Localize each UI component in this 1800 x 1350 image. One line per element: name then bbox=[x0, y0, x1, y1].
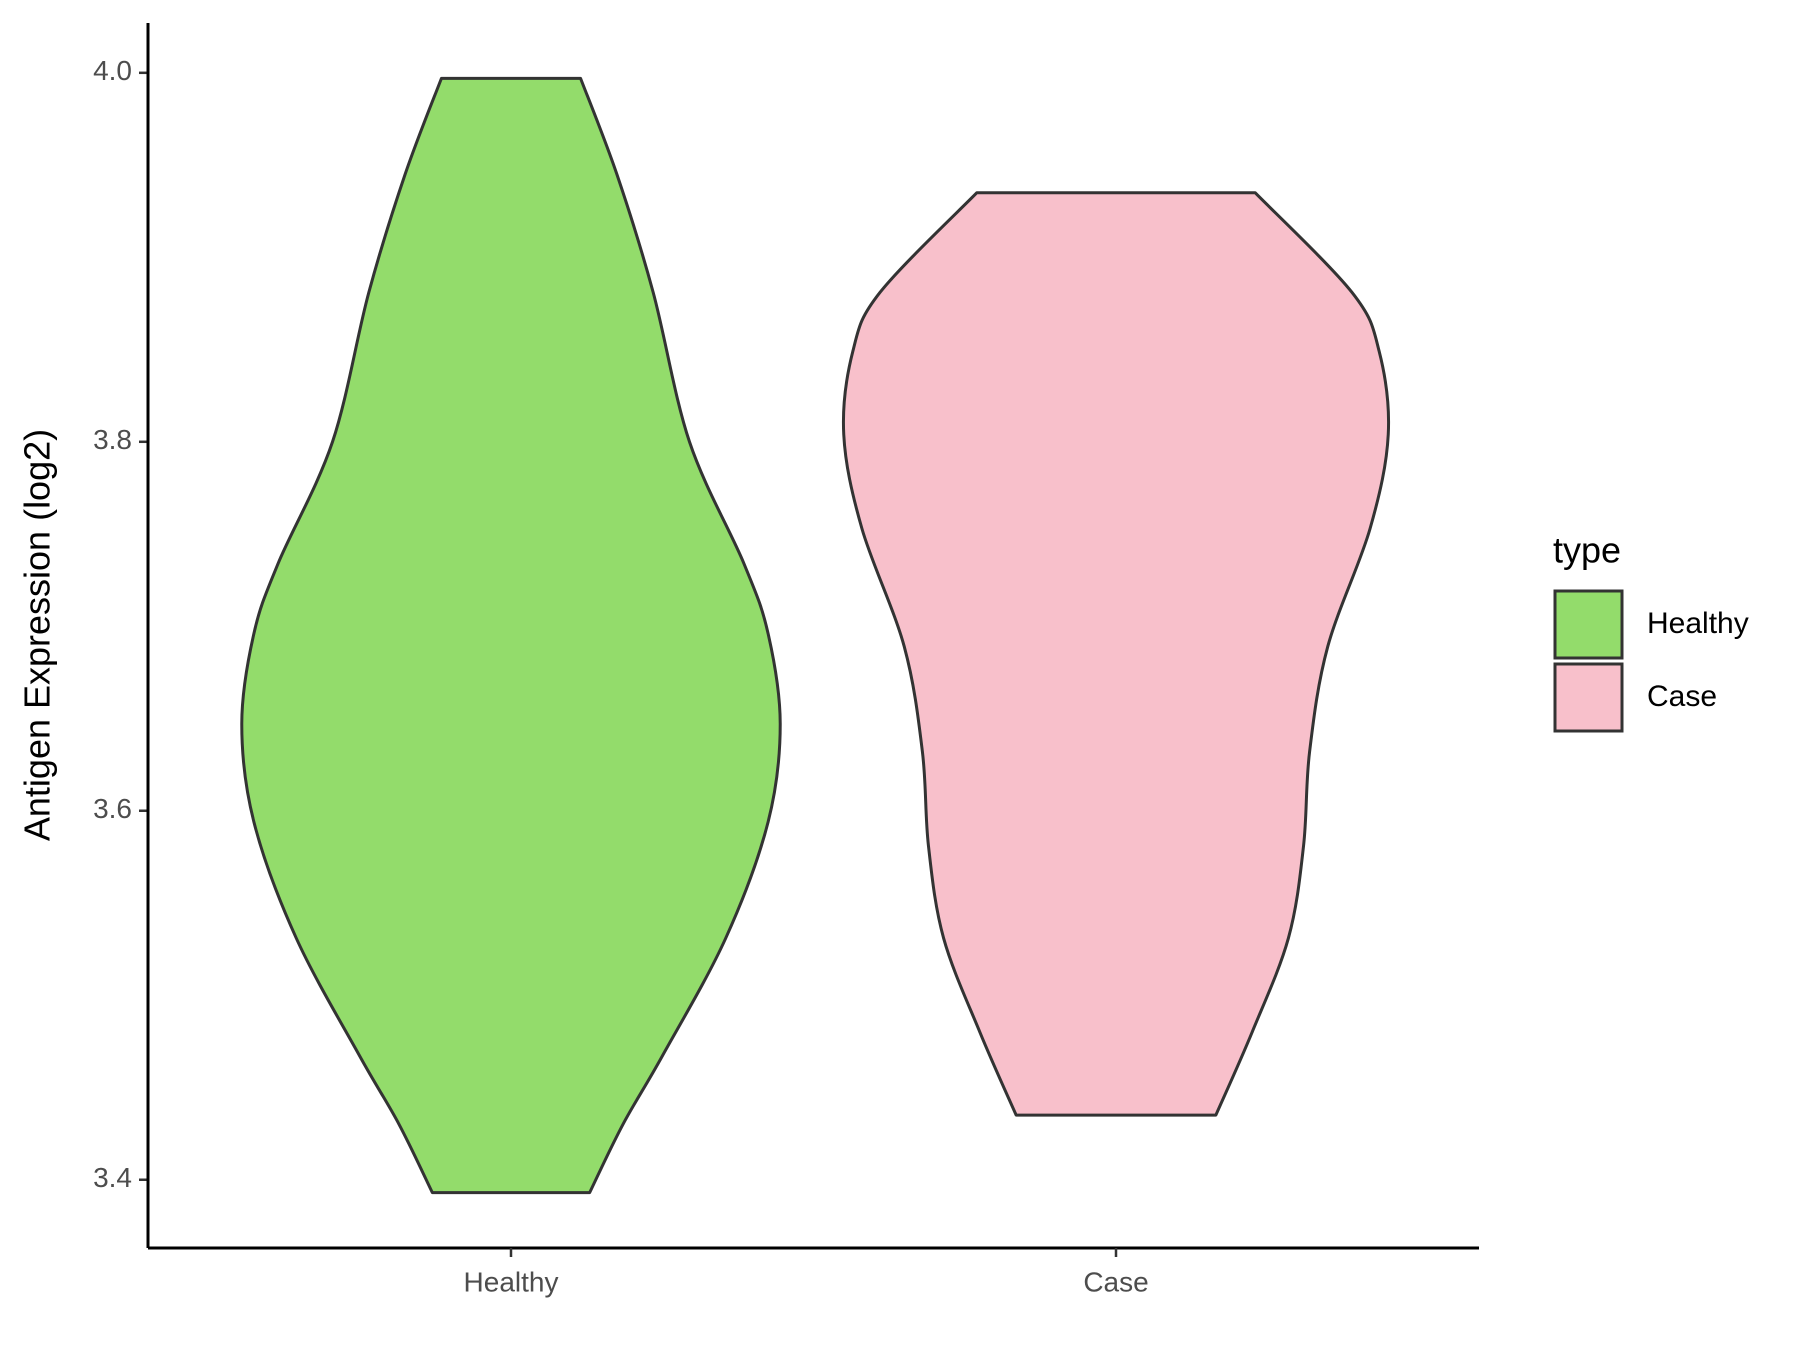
legend-title: type bbox=[1553, 530, 1621, 571]
x-tick-label: Case bbox=[1083, 1266, 1148, 1297]
y-tick-label: 3.6 bbox=[93, 793, 132, 824]
legend-label: Case bbox=[1647, 680, 1717, 713]
y-tick-label: 3.8 bbox=[93, 424, 132, 455]
y-tick-label: 3.4 bbox=[93, 1162, 132, 1193]
violin bbox=[240, 76, 782, 1195]
legend-key bbox=[1553, 662, 1624, 733]
y-tick-label: 4.0 bbox=[93, 55, 132, 86]
legend-label: Healthy bbox=[1647, 607, 1749, 640]
violin bbox=[841, 191, 1391, 1117]
x-tick-label: Healthy bbox=[464, 1266, 559, 1297]
y-axis-title: Antigen Expression (log2) bbox=[17, 429, 58, 841]
legend-key bbox=[1553, 589, 1624, 660]
